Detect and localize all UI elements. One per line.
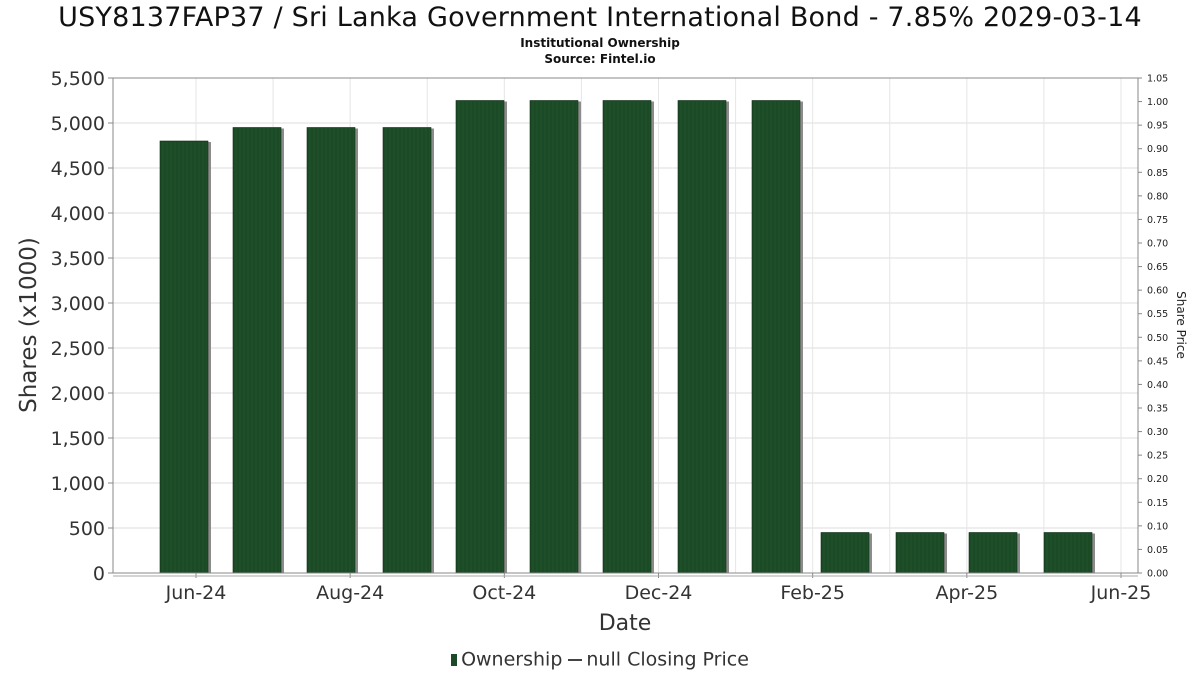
y-tick-label: 1,000 <box>51 473 105 495</box>
ownership-chart: 0 500 1,000 1,500 2,000 2,500 3,000 3,500 4,000 4… <box>16 68 1188 636</box>
chart-legend: Ownership null Closing Price <box>0 648 1200 671</box>
ownership-bar <box>529 100 579 574</box>
ownership-bar <box>677 100 727 574</box>
y2-tick-label: 0.10 <box>1147 521 1168 532</box>
y-tick-label: 4,500 <box>51 158 105 180</box>
x-axis-title: Date <box>599 611 652 636</box>
y2-tick-label: 0.25 <box>1147 451 1168 462</box>
x-tick-label: Oct-24 <box>472 582 536 604</box>
closing-price-legend-line <box>568 658 583 661</box>
y2-tick-label: 0.85 <box>1147 168 1168 179</box>
x-tick-label: Apr-25 <box>935 582 998 604</box>
y2-tick-label: 1.00 <box>1147 97 1168 108</box>
x-tick-label: Feb-25 <box>780 582 845 604</box>
legend-closing-price-label: null Closing Price <box>586 648 749 671</box>
y-tick-label: 3,000 <box>51 293 105 315</box>
ownership-bar <box>602 100 652 574</box>
y2-tick-label: 0.05 <box>1147 545 1168 556</box>
y-tick-label: 4,000 <box>51 203 105 225</box>
y2-tick-label: 0.40 <box>1147 380 1168 391</box>
ownership-bar <box>306 127 356 574</box>
y2-tick-label: 0.55 <box>1147 309 1168 320</box>
y2-tick-label: 0.15 <box>1147 498 1168 509</box>
y-tick-label: 2,000 <box>51 383 105 405</box>
y2-tick-label: 0.75 <box>1147 215 1168 226</box>
x-tick-label: Aug-24 <box>316 582 384 604</box>
x-tick-label: Jun-25 <box>1090 582 1152 604</box>
ownership-bar <box>751 100 801 574</box>
y-tick-label: 2,500 <box>51 338 105 360</box>
y2-tick-label: 0.00 <box>1147 569 1168 580</box>
ownership-bar <box>1043 532 1093 574</box>
y2-tick-label: 0.65 <box>1147 262 1168 273</box>
ownership-bar <box>455 100 505 574</box>
y-tick-label: 3,500 <box>51 248 105 270</box>
ownership-legend-swatch <box>451 653 458 666</box>
chart-title: USY8137FAP37 / Sri Lanka Government Inte… <box>58 2 1142 33</box>
y2-tick-label: 0.50 <box>1147 333 1168 344</box>
y2-tick-label: 0.80 <box>1147 191 1168 202</box>
y-tick-label: 5,500 <box>51 68 105 90</box>
y2-tick-label: 0.90 <box>1147 144 1168 155</box>
y2-tick-label: 0.95 <box>1147 121 1168 132</box>
ownership-bar <box>968 532 1018 574</box>
y-tick-label: 0 <box>93 563 105 585</box>
ownership-bar <box>159 140 209 574</box>
y2-tick-label: 0.60 <box>1147 286 1168 297</box>
y-tick-label: 5,000 <box>51 113 105 135</box>
y-tick-label: 1,500 <box>51 428 105 450</box>
ownership-bar <box>382 127 432 574</box>
y2-tick-label: 1.05 <box>1147 74 1168 85</box>
legend-ownership-label: Ownership <box>461 648 563 671</box>
chart-subtitle-source: Source: Fintel.io <box>544 52 656 66</box>
x-tick-label: Dec-24 <box>625 582 693 604</box>
chart-subtitle-ownership: Institutional Ownership <box>520 36 680 50</box>
y-tick-label: 500 <box>69 518 105 540</box>
y2-tick-label: 0.30 <box>1147 427 1168 438</box>
ownership-bar <box>820 532 870 574</box>
y2-tick-label: 0.20 <box>1147 474 1168 485</box>
y2-tick-label: 0.35 <box>1147 404 1168 415</box>
y2-tick-label: 0.70 <box>1147 239 1168 250</box>
y-axis-title: Shares (x1000) <box>16 237 42 413</box>
ownership-bar <box>232 127 282 574</box>
y2-tick-label: 0.45 <box>1147 356 1168 367</box>
x-tick-label: Jun-24 <box>165 582 227 604</box>
y2-axis-title: Share Price <box>1174 291 1188 359</box>
